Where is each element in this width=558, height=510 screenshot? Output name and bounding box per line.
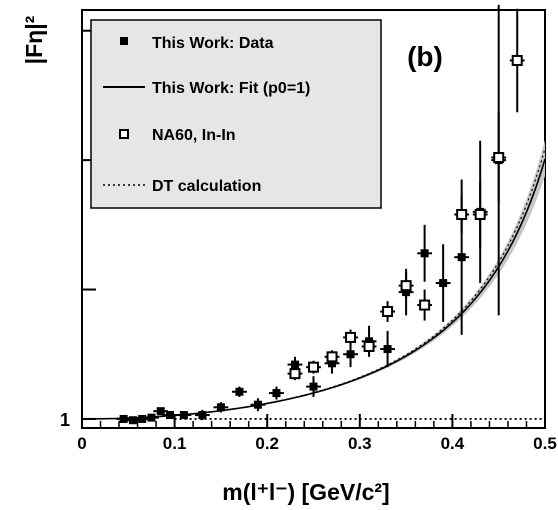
x-tick-label: 0 bbox=[77, 434, 86, 453]
x-tick-label: 0.4 bbox=[441, 434, 465, 453]
open-square-marker bbox=[493, 152, 505, 164]
legend-filled-square-icon bbox=[120, 37, 128, 45]
filled-square-marker bbox=[309, 382, 318, 391]
data-point bbox=[343, 341, 358, 368]
y-tick-label: 1 bbox=[60, 410, 70, 430]
open-square-marker bbox=[345, 331, 357, 343]
filled-square-marker bbox=[216, 403, 225, 412]
open-square-marker bbox=[419, 299, 431, 311]
filled-square-marker bbox=[156, 407, 165, 416]
legend-item-fit: This Work: Fit (p0=1) bbox=[103, 80, 310, 97]
legend-label-dt: DT calculation bbox=[152, 178, 261, 195]
plot-frame bbox=[81, 9, 546, 429]
filled-square-marker bbox=[272, 389, 281, 398]
open-square-marker bbox=[456, 208, 468, 220]
open-square-marker bbox=[308, 361, 319, 373]
open-square-marker bbox=[363, 340, 375, 352]
data-point bbox=[213, 402, 229, 413]
legend-box bbox=[90, 19, 382, 209]
data-point bbox=[162, 411, 178, 420]
plot-area bbox=[81, 4, 546, 429]
open-square-marker bbox=[289, 368, 301, 380]
na60-point bbox=[417, 289, 433, 321]
filled-square-marker bbox=[420, 249, 429, 258]
data-point bbox=[194, 409, 210, 421]
na60-point bbox=[324, 350, 340, 364]
data-point bbox=[380, 330, 395, 368]
filled-square-marker bbox=[128, 416, 137, 425]
filled-square-marker bbox=[253, 400, 262, 409]
data-point bbox=[417, 224, 433, 282]
legend-label-data: This Work: Data bbox=[152, 35, 274, 52]
open-square-marker bbox=[511, 54, 523, 66]
data-point bbox=[306, 376, 321, 397]
data-point bbox=[435, 244, 451, 322]
data-point bbox=[176, 411, 192, 420]
data-point bbox=[269, 386, 284, 400]
filled-square-marker bbox=[346, 350, 355, 359]
na60-point bbox=[361, 337, 377, 356]
open-square-marker bbox=[400, 280, 412, 292]
legend: This Work: Data This Work: Fit (p0=1) NA… bbox=[90, 19, 382, 209]
axis-ticks bbox=[81, 29, 546, 428]
filled-square-marker bbox=[147, 413, 156, 422]
legend-label-na60: NA60, In-In bbox=[152, 127, 236, 144]
filled-square-marker bbox=[235, 387, 244, 396]
x-axis-label: m(l⁺l⁻) [GeV/c²] bbox=[222, 479, 389, 505]
data-point bbox=[116, 414, 132, 423]
legend-open-square-icon bbox=[119, 129, 129, 139]
filled-square-marker bbox=[457, 253, 466, 262]
na60-point bbox=[306, 360, 321, 374]
filled-square-marker bbox=[165, 411, 174, 420]
na60-point bbox=[287, 367, 303, 381]
x-tick-label: 0.5 bbox=[533, 434, 557, 453]
filled-square-marker bbox=[290, 360, 299, 369]
filled-square-marker bbox=[198, 411, 207, 420]
legend-item-dt: DT calculation bbox=[103, 178, 261, 195]
na60-point bbox=[380, 301, 395, 322]
na60-point bbox=[491, 112, 507, 203]
y-axis-label: |Fη|² bbox=[21, 15, 47, 64]
na60-point bbox=[472, 182, 488, 247]
x-tick-labels: 0 0.1 0.2 0.3 0.4 0.5 bbox=[77, 434, 557, 453]
y-tick-labels: 1 bbox=[60, 410, 70, 430]
filled-square-marker bbox=[179, 411, 188, 420]
x-tick-label: 0.2 bbox=[255, 434, 279, 453]
legend-item-data: This Work: Data bbox=[120, 35, 274, 52]
data-point bbox=[153, 407, 169, 416]
data-point bbox=[250, 398, 266, 412]
legend-label-fit: This Work: Fit (p0=1) bbox=[152, 80, 310, 97]
filled-square-marker bbox=[383, 345, 392, 354]
na60-point bbox=[398, 272, 414, 299]
filled-square-marker bbox=[138, 414, 147, 423]
filled-square-marker bbox=[439, 279, 448, 288]
data-point bbox=[125, 416, 141, 425]
panel-label: (b) bbox=[407, 41, 443, 72]
data-point bbox=[232, 386, 247, 397]
na60-point bbox=[509, 8, 525, 113]
x-tick-label: 0.1 bbox=[163, 434, 187, 453]
open-square-marker bbox=[474, 208, 486, 220]
legend-item-na60: NA60, In-In bbox=[119, 127, 236, 144]
na60-point bbox=[454, 195, 470, 234]
filled-square-marker bbox=[119, 414, 128, 423]
open-square-marker bbox=[382, 306, 394, 318]
data-points bbox=[116, 4, 525, 425]
na60-point bbox=[343, 329, 358, 346]
data-point bbox=[144, 413, 159, 422]
data-point bbox=[134, 414, 150, 423]
x-tick-label: 0.3 bbox=[348, 434, 372, 453]
open-square-marker bbox=[326, 351, 338, 363]
